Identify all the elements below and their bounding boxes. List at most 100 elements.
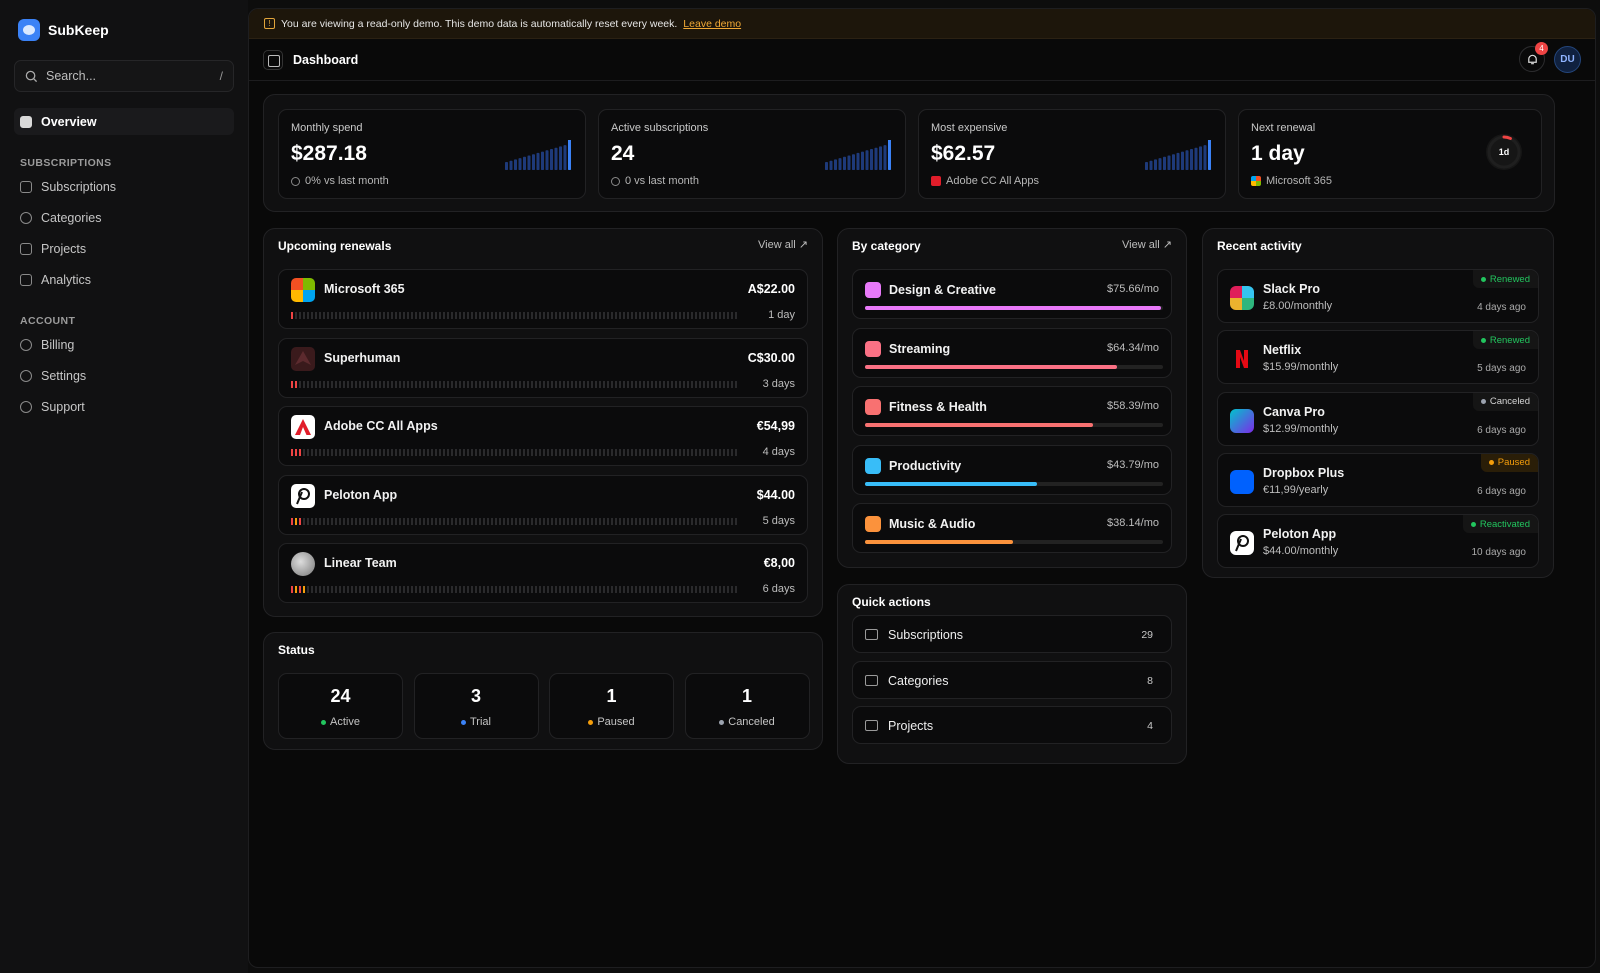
quick-action-categories[interactable]: Categories 8 bbox=[852, 660, 1172, 699]
renewal-name: Adobe CC All Apps bbox=[324, 419, 438, 433]
category-row[interactable]: Productivity $43.79/mo bbox=[852, 444, 1172, 495]
category-row[interactable]: Music & Audio $38.14/mo bbox=[852, 503, 1172, 553]
avatar[interactable]: DU bbox=[1554, 46, 1581, 73]
renewal-row[interactable]: Adobe CC All Apps €54,99 4 days bbox=[278, 406, 808, 466]
status-card-paused[interactable]: 1 Paused bbox=[549, 673, 674, 739]
category-icon bbox=[865, 282, 881, 298]
renewal-row[interactable]: Superhuman C$30.00 3 days bbox=[278, 337, 808, 398]
tag-icon bbox=[865, 674, 878, 686]
category-bar-track bbox=[865, 423, 1163, 427]
sidebar-item-support[interactable]: Support bbox=[14, 393, 234, 420]
activity-row[interactable]: Slack Pro £8.00/monthly Renewed 4 days ago bbox=[1217, 269, 1539, 323]
sparkline-chart bbox=[1145, 140, 1211, 170]
activity-status-text: Paused bbox=[1497, 457, 1530, 469]
activity-status-badge: Renewed bbox=[1472, 331, 1538, 350]
status-card-trial[interactable]: 3 Trial bbox=[413, 673, 539, 739]
status-label-text: Canceled bbox=[728, 716, 775, 728]
stat-label: Most expensive bbox=[931, 122, 1008, 134]
spark-bar bbox=[536, 152, 540, 170]
view-all-categories-link[interactable]: View all ↗ bbox=[1122, 239, 1172, 251]
spark-bar bbox=[856, 152, 860, 170]
spark-bar bbox=[834, 159, 837, 170]
subkeep-logo-icon bbox=[18, 19, 40, 41]
peloton-mark bbox=[1235, 535, 1249, 552]
sidebar-toggle-icon[interactable] bbox=[263, 49, 283, 70]
category-icon bbox=[865, 399, 881, 415]
status-label: Paused bbox=[550, 716, 673, 728]
sidebar-item-analytics[interactable]: Analytics bbox=[14, 266, 234, 293]
view-all-renewals-link[interactable]: View all ↗ bbox=[758, 239, 808, 251]
status-label-text: Trial bbox=[470, 716, 491, 728]
activity-row[interactable]: Canva Pro $12.99/monthly Canceled 6 days ag… bbox=[1217, 391, 1539, 446]
category-row[interactable]: Design & Creative $75.66/mo bbox=[852, 269, 1172, 319]
activity-row[interactable]: Peloton App $44.00/monthly Reactivated 10 d… bbox=[1217, 514, 1539, 569]
dropbox-icon bbox=[1230, 469, 1254, 494]
activity-name: Canva Pro bbox=[1263, 404, 1325, 419]
renewal-row[interactable]: Peloton App $44.00 5 days bbox=[278, 474, 808, 535]
quick-action-count: 29 bbox=[1141, 629, 1153, 641]
canva-icon bbox=[1230, 408, 1254, 433]
spark-bar bbox=[1176, 152, 1180, 170]
spark-bar bbox=[861, 151, 864, 170]
activity-name: Netflix bbox=[1263, 343, 1302, 358]
spark-bar bbox=[1185, 150, 1189, 170]
status-label-text: Paused bbox=[597, 716, 635, 728]
category-amount: $64.34/mo bbox=[1107, 341, 1159, 354]
quick-action-label: Categories bbox=[888, 673, 949, 688]
adobe-mark bbox=[295, 419, 311, 435]
renewal-price: $44.00 bbox=[756, 487, 795, 502]
category-icon bbox=[865, 457, 881, 474]
spark-bar bbox=[1149, 160, 1153, 170]
renewal-row[interactable]: Linear Team €8,00 6 days bbox=[278, 543, 808, 603]
superhuman-mark bbox=[295, 350, 311, 365]
sidebar-item-categories[interactable]: Categories bbox=[14, 204, 234, 231]
page-title: Dashboard bbox=[293, 52, 359, 67]
sidebar-item-billing[interactable]: Billing bbox=[14, 331, 234, 358]
spark-bar bbox=[550, 149, 553, 170]
status-dot bbox=[1480, 337, 1486, 343]
renewal-row[interactable]: Microsoft 365 A$22.00 1 day bbox=[278, 269, 808, 329]
sidebar-item-settings[interactable]: Settings bbox=[14, 362, 234, 389]
section-title: By category bbox=[852, 239, 921, 253]
category-row[interactable]: Streaming $64.34/mo bbox=[852, 327, 1172, 378]
quick-action-subscriptions[interactable]: Subscriptions 29 bbox=[852, 615, 1172, 653]
section-title: Upcoming renewals bbox=[278, 239, 392, 253]
renewal-name: Microsoft 365 bbox=[324, 282, 405, 296]
spark-bar bbox=[527, 155, 531, 170]
neutral-icon bbox=[291, 176, 300, 186]
spark-bar bbox=[1199, 146, 1202, 170]
spark-bar bbox=[829, 160, 833, 170]
quick-action-label: Projects bbox=[888, 719, 934, 733]
category-amount: $43.79/mo bbox=[1107, 458, 1159, 471]
sidebar-item-label: Billing bbox=[41, 337, 75, 352]
status-label-text: Active bbox=[330, 716, 360, 728]
spark-bar bbox=[514, 159, 517, 170]
leave-demo-link[interactable]: Leave demo bbox=[683, 17, 742, 30]
renewal-ring: 1d bbox=[1486, 134, 1522, 170]
spark-bar bbox=[1145, 162, 1148, 170]
sidebar-item-overview[interactable]: Overview bbox=[14, 108, 234, 135]
status-card-canceled[interactable]: 1 Canceled bbox=[684, 673, 810, 739]
category-row[interactable]: Fitness & Health $58.39/mo bbox=[852, 386, 1172, 436]
category-bar-fill bbox=[865, 423, 1093, 427]
sidebar-item-projects[interactable]: Projects bbox=[14, 235, 234, 262]
activity-name: Slack Pro bbox=[1263, 282, 1320, 296]
brand[interactable]: SubKeep bbox=[14, 0, 234, 60]
activity-price: $44.00/monthly bbox=[1263, 545, 1339, 558]
search-input[interactable]: Search... / bbox=[14, 60, 234, 92]
stat-monthly-spend: Monthly spend $287.18 0% vs last month bbox=[278, 109, 586, 199]
spark-bar bbox=[1154, 159, 1157, 170]
activity-row[interactable]: Netflix $15.99/monthly Renewed 5 days ago bbox=[1217, 330, 1539, 385]
lifebuoy-icon bbox=[20, 400, 32, 413]
netflix-icon bbox=[1230, 347, 1254, 371]
sidebar-item-subscriptions[interactable]: Subscriptions bbox=[14, 173, 234, 200]
quick-action-projects[interactable]: Projects 4 bbox=[852, 706, 1172, 744]
activity-row[interactable]: Dropbox Plus €11,99/yearly Paused 6 days ag… bbox=[1217, 452, 1539, 507]
status-count: 3 bbox=[470, 686, 481, 706]
spark-bar bbox=[870, 149, 873, 170]
stat-most-expensive: Most expensive $62.57 Adobe CC All Apps bbox=[918, 109, 1226, 199]
notifications-button[interactable]: 4 bbox=[1519, 42, 1548, 72]
stat-label: Active subscriptions bbox=[611, 122, 709, 134]
status-card-active[interactable]: 24 Active bbox=[278, 673, 403, 739]
status-dot bbox=[321, 719, 327, 725]
